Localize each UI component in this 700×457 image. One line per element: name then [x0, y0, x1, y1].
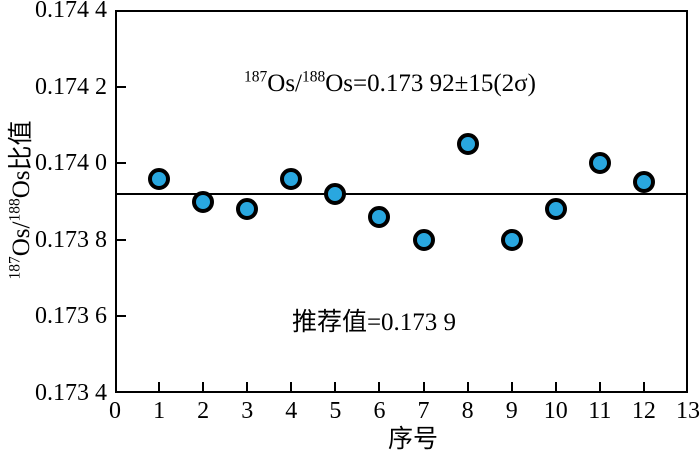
- y-axis-title: 187Os/188Os比值: [1, 120, 37, 279]
- x-axis-tick-label: 5: [329, 398, 342, 424]
- x-axis-tick-label: 2: [197, 398, 210, 424]
- x-axis-tick: [290, 382, 293, 391]
- x-axis-tick: [158, 382, 161, 391]
- ratio-annotation: 187Os/188Os=0.173 92±15(2σ): [244, 68, 536, 98]
- data-point-marker: [500, 228, 523, 251]
- data-point-marker: [236, 198, 259, 221]
- x-axis-tick: [598, 382, 601, 391]
- y-axis-tick: [117, 85, 126, 88]
- x-axis-tick: [510, 382, 513, 391]
- x-axis-tick: [466, 382, 469, 391]
- x-axis-tick-label: 11: [588, 398, 612, 424]
- x-axis-tick: [378, 382, 381, 391]
- superscript-188: 188: [6, 198, 24, 222]
- data-point-marker: [412, 228, 435, 251]
- x-axis-tick-label: 7: [417, 398, 430, 424]
- x-axis-title: 序号: [387, 426, 439, 453]
- x-axis-tick-label: 13: [676, 398, 700, 424]
- x-axis-tick-label: 8: [461, 398, 474, 424]
- x-axis-tick-label: 1: [153, 398, 166, 424]
- x-axis-tick-label: 4: [285, 398, 298, 424]
- x-axis-tick: [246, 382, 249, 391]
- superscript-187: 187: [6, 256, 24, 280]
- data-point-marker: [544, 198, 567, 221]
- x-axis-tick: [334, 382, 337, 391]
- data-point-marker: [324, 182, 347, 205]
- data-point-marker: [456, 133, 479, 156]
- data-point-marker: [368, 205, 391, 228]
- data-point-marker: [632, 171, 655, 194]
- y-axis-title-text2: Os比值: [8, 120, 35, 199]
- ratio-annotation-text: Os/: [267, 70, 302, 97]
- y-axis-tick-label: 0.173 4: [35, 380, 107, 406]
- y-axis-tick: [117, 315, 126, 318]
- y-axis-tick: [117, 238, 126, 241]
- x-axis-tick: [642, 382, 645, 391]
- y-axis-tick-label: 0.174 2: [35, 73, 107, 100]
- recommended-value-annotation: 推荐值=0.173 9: [291, 309, 457, 336]
- y-axis-tick-label: 0.173 8: [35, 226, 107, 253]
- y-axis-tick-label: 0.173 6: [35, 303, 107, 330]
- y-axis-title-text: Os/: [8, 221, 35, 257]
- x-axis-tick-label: 9: [505, 398, 518, 424]
- superscript-187: 187: [244, 68, 268, 86]
- y-axis-tick-label: 0.174 4: [35, 0, 107, 23]
- x-axis-tick-label: 6: [373, 398, 386, 424]
- reference-line: [117, 192, 686, 195]
- x-axis-tick: [422, 382, 425, 391]
- x-axis-tick: [554, 382, 557, 391]
- superscript-188: 188: [302, 68, 326, 86]
- data-point-marker: [280, 167, 303, 190]
- data-point-marker: [192, 190, 215, 213]
- x-axis-tick-label: 0: [109, 398, 121, 424]
- y-axis-tick-label: 0.174 0: [35, 150, 107, 177]
- ratio-annotation-value: Os=0.173 92±15(2σ): [325, 70, 536, 97]
- data-point-marker: [588, 152, 611, 175]
- x-axis-tick-label: 3: [241, 398, 254, 424]
- x-axis-tick: [202, 382, 205, 391]
- data-point-marker: [148, 167, 171, 190]
- x-axis-tick-label: 10: [543, 398, 568, 424]
- y-axis-tick: [117, 162, 126, 165]
- x-axis-tick-label: 12: [631, 398, 656, 424]
